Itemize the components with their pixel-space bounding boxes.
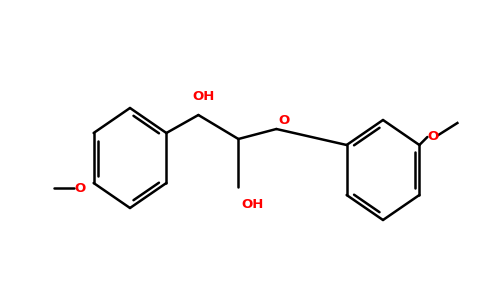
- Text: O: O: [279, 115, 290, 128]
- Text: OH: OH: [241, 199, 264, 212]
- Text: OH: OH: [192, 91, 214, 103]
- Text: O: O: [428, 130, 439, 143]
- Text: O: O: [74, 182, 85, 194]
